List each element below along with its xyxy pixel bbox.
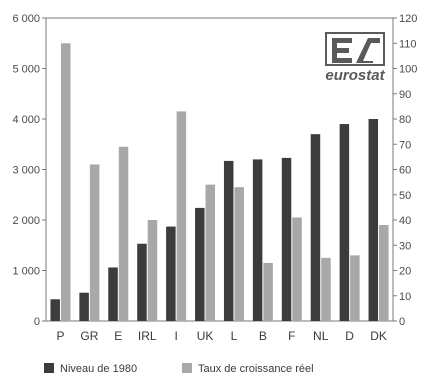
right-tick-label: 100	[399, 64, 417, 76]
bar-niveau-1980	[166, 226, 176, 321]
right-tick-label: 110	[399, 38, 417, 50]
bar-taux-croissance	[379, 225, 389, 321]
right-axis: 0 10 20 30 40 50 60 70 80 90 100 110 120	[393, 13, 417, 328]
category-label: DK	[370, 329, 387, 343]
bar-taux-croissance	[234, 187, 244, 321]
bar-niveau-1980	[252, 159, 263, 321]
right-tick-label: 70	[399, 139, 411, 151]
bar-niveau-1980	[310, 134, 321, 321]
bar-niveau-1980	[195, 207, 205, 321]
category-labels: P GR E IRL I UK L B F NL D DK	[56, 329, 386, 343]
category-label: GR	[80, 329, 98, 343]
eurostat-logo: eurostat	[325, 32, 386, 84]
logo-wordmark: eurostat	[325, 67, 385, 84]
bar-niveau-1980	[50, 299, 60, 321]
right-tick-label: 0	[399, 316, 405, 328]
bar-niveau-1980	[281, 157, 292, 321]
bar-taux-croissance	[292, 217, 302, 321]
bars	[50, 43, 389, 321]
left-tick-label: 0	[34, 316, 40, 328]
left-tick-label: 5 000	[12, 64, 40, 76]
bar-taux-croissance	[176, 111, 187, 321]
bar-niveau-1980	[223, 160, 234, 321]
bar-taux-croissance	[205, 184, 216, 321]
legend-label: Niveau de 1980	[60, 363, 137, 375]
right-tick-label: 60	[399, 165, 411, 177]
left-tick-label: 6 000	[12, 13, 40, 25]
bar-niveau-1980	[368, 119, 379, 321]
category-label: NL	[313, 329, 329, 343]
legend-label: Taux de croissance réel	[198, 363, 314, 375]
logo-e-shape	[332, 38, 352, 63]
left-tick-label: 3 000	[12, 165, 40, 177]
bar-taux-croissance	[118, 146, 129, 321]
legend: Niveau de 1980 Taux de croissance réel	[44, 363, 314, 375]
category-label: P	[56, 329, 64, 343]
right-tick-label: 90	[399, 89, 411, 101]
category-label: F	[288, 329, 295, 343]
bar-taux-croissance	[350, 255, 360, 321]
logo-s-shape	[356, 38, 380, 63]
category-label: IRL	[138, 329, 157, 343]
right-tick-label: 120	[399, 13, 417, 25]
left-axis: 0 1 000 2 000 3 000 4 000 5 000 6 000	[12, 13, 46, 328]
bar-taux-croissance	[263, 262, 273, 321]
right-tick-label: 10	[399, 291, 411, 303]
left-tick-label: 4 000	[12, 114, 40, 126]
category-label: D	[345, 329, 354, 343]
bar-taux-croissance	[321, 257, 331, 321]
right-tick-label: 80	[399, 114, 411, 126]
bar-niveau-1980	[137, 243, 147, 321]
legend-swatch	[44, 363, 54, 373]
category-label: I	[174, 329, 177, 343]
bar-taux-croissance	[89, 164, 100, 321]
right-tick-label: 30	[399, 240, 411, 252]
bar-taux-croissance	[60, 43, 71, 321]
category-label: B	[259, 329, 267, 343]
bar-niveau-1980	[79, 292, 89, 321]
left-tick-label: 2 000	[12, 215, 40, 227]
bar-taux-croissance	[147, 220, 158, 321]
legend-swatch	[182, 363, 192, 373]
right-tick-label: 50	[399, 190, 411, 202]
left-tick-label: 1 000	[12, 266, 40, 278]
right-tick-label: 20	[399, 266, 411, 278]
category-label: L	[231, 329, 238, 343]
category-label: UK	[197, 329, 214, 343]
bar-niveau-1980	[108, 267, 118, 321]
category-label: E	[114, 329, 122, 343]
bar-niveau-1980	[339, 124, 350, 321]
right-tick-label: 40	[399, 215, 411, 227]
